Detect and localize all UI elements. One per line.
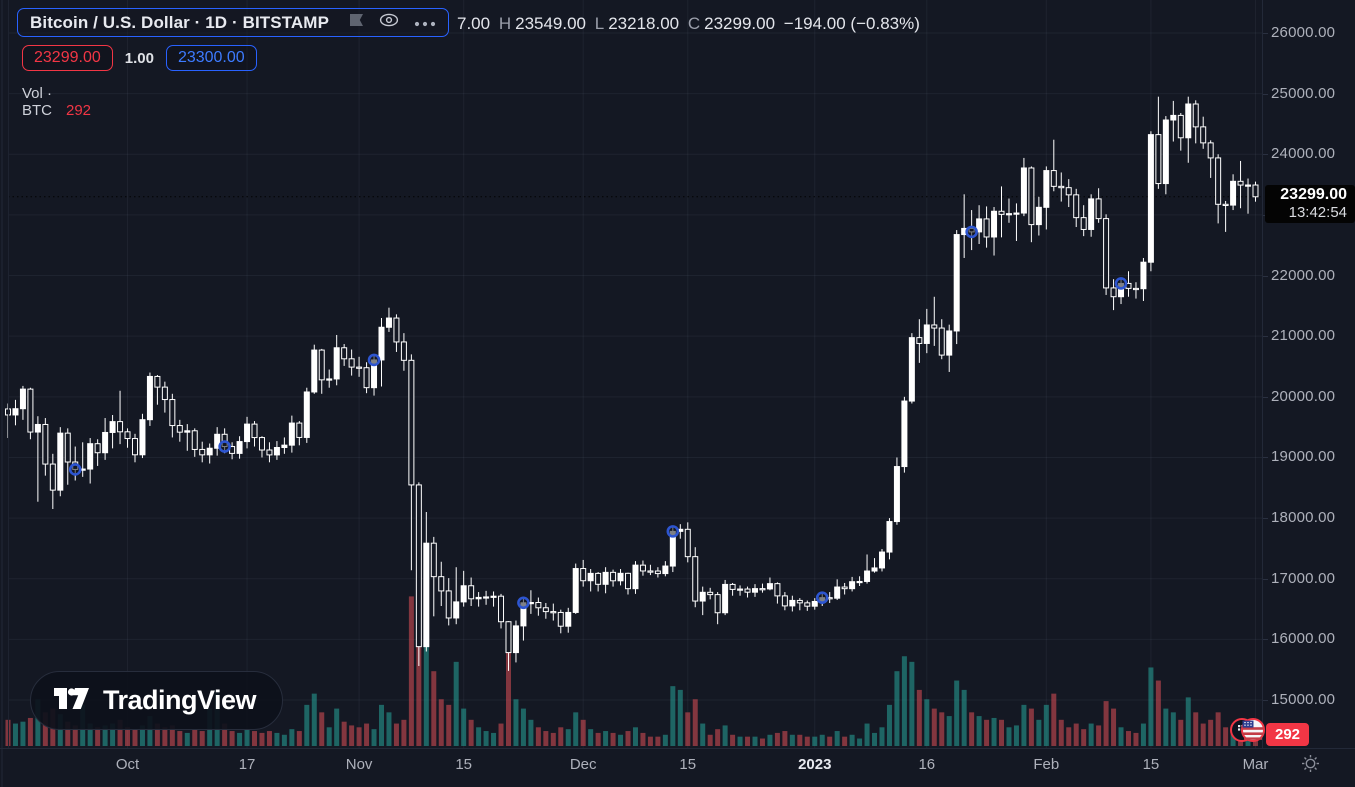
time-axis-label: Feb (1033, 756, 1060, 773)
time-axis-label: 17 (238, 756, 256, 773)
ohlc-high-label: H (498, 14, 512, 33)
price-axis-label: 19000.00 (1271, 448, 1336, 466)
tradingview-watermark[interactable]: TradingView (30, 671, 284, 730)
ohlc-values: 7.00 H 23549.00 L 23218.00 C 23299.00 −194.… (457, 14, 924, 34)
price-axis-tick (1263, 700, 1268, 701)
time-axis-label: Nov (345, 756, 373, 773)
price-axis-tick (1263, 33, 1268, 34)
symbol-actions (349, 13, 436, 32)
ohlc-high-value: 23549.00 (515, 14, 587, 33)
price-axis-tick (1263, 275, 1268, 277)
buy-price-button[interactable]: 23300.00 (165, 45, 257, 71)
volume-legend-label: Vol · BTC (22, 85, 53, 119)
ohlc-change-value: −194.00 (−0.83%) (783, 14, 920, 33)
time-axis-label: 2023 (798, 756, 832, 773)
marker-circle-icon (218, 440, 231, 453)
price-axis-tick (1263, 518, 1268, 520)
time-axis-label: Mar (1242, 756, 1269, 773)
time-axis-label: 15 (455, 756, 472, 773)
time-axis[interactable]: Oct 17 Nov 15 Dec 15 2023 16 Feb 15 Mar (0, 749, 1355, 787)
time-axis-label: 16 (918, 756, 936, 773)
marker-circle-icon (517, 596, 530, 610)
marker-circle-icon (1114, 277, 1128, 290)
price-axis-label: 21000.00 (1271, 327, 1336, 345)
watermark-label: TradingView (103, 685, 257, 715)
pane-left-border (8, 0, 9, 748)
price-axis-label: 15000.00 (1271, 691, 1336, 708)
candlestick-series (5, 96, 1259, 671)
price-axis-tick (1263, 154, 1268, 156)
marker-circle-icon (367, 353, 381, 367)
price-axis-tick (1263, 639, 1268, 641)
bar-countdown: 13:42:54 (1288, 204, 1347, 222)
volume-series (5, 559, 1258, 746)
symbol-title: Bitcoin / U.S. Dollar · 1D · BITSTAMP (30, 12, 330, 32)
volume-legend: Vol · BTC 292 (22, 85, 91, 119)
marker-circle-icon (815, 591, 829, 604)
event-markers (68, 225, 1128, 610)
price-axis-label: 18000.00 (1271, 509, 1336, 527)
spread-value: 1.00 (124, 49, 154, 67)
flag-icon[interactable] (349, 13, 364, 32)
price-axis-label: 24000.00 (1271, 145, 1336, 163)
price-axis[interactable]: 26000.0025000.0024000.0023000.0022000.00… (1263, 0, 1355, 748)
price-axis-label: 17000.00 (1271, 569, 1336, 587)
marker-circle-icon (965, 225, 978, 239)
price-axis-label: 20000.00 (1271, 387, 1336, 405)
last-price-value: 23299.00 (1280, 186, 1347, 204)
volume-legend-value: 292 (66, 102, 92, 119)
price-axis-label: 25000.00 (1271, 84, 1336, 102)
price-axis-label: 16000.00 (1271, 630, 1336, 648)
left-panel-edge (1, 0, 3, 787)
price-axis-label: 22000.00 (1271, 266, 1336, 284)
price-axis-label: 26000.00 (1271, 24, 1336, 41)
time-axis-label: 15 (1142, 756, 1160, 773)
ohlc-close-label: C (687, 14, 701, 33)
time-axis-label: Dec (569, 756, 597, 773)
quick-trade-row: 23299.00 1.00 23300.00 (22, 45, 257, 71)
time-axis-separator (0, 748, 1355, 749)
time-axis-label: Oct (115, 756, 140, 773)
ohlc-open-fragment: 7.00 (457, 14, 491, 33)
more-options-icon[interactable] (414, 14, 436, 32)
price-axis-tick (1263, 336, 1268, 338)
ohlc-close-value: 23299.00 (704, 14, 776, 33)
price-axis-tick (1263, 396, 1268, 398)
settings-gear-icon[interactable] (1301, 754, 1320, 778)
time-axis-label: 15 (679, 756, 697, 773)
marker-circle-icon (68, 463, 82, 476)
marker-circle-icon (666, 525, 680, 538)
price-axis-separator (1262, 0, 1263, 748)
symbol-description-button[interactable]: Bitcoin / U.S. Dollar · 1D · BITSTAMP (17, 8, 450, 37)
grid-lines (8, 0, 1262, 748)
ohlc-low-value: 23218.00 (608, 14, 680, 33)
tradingview-logo-icon (53, 685, 90, 717)
eye-icon[interactable] (379, 13, 399, 32)
ohlc-low-label: L (594, 14, 605, 33)
btc-usd-pair-logo (1229, 714, 1267, 751)
price-axis-tick (1263, 457, 1268, 459)
sell-price-button[interactable]: 23299.00 (22, 45, 113, 71)
volume-axis-badge: 292 (1266, 723, 1310, 746)
price-axis-tick (1263, 93, 1268, 95)
last-price-label: 23299.00 13:42:54 (1265, 184, 1355, 223)
price-axis-tick (1263, 578, 1268, 580)
